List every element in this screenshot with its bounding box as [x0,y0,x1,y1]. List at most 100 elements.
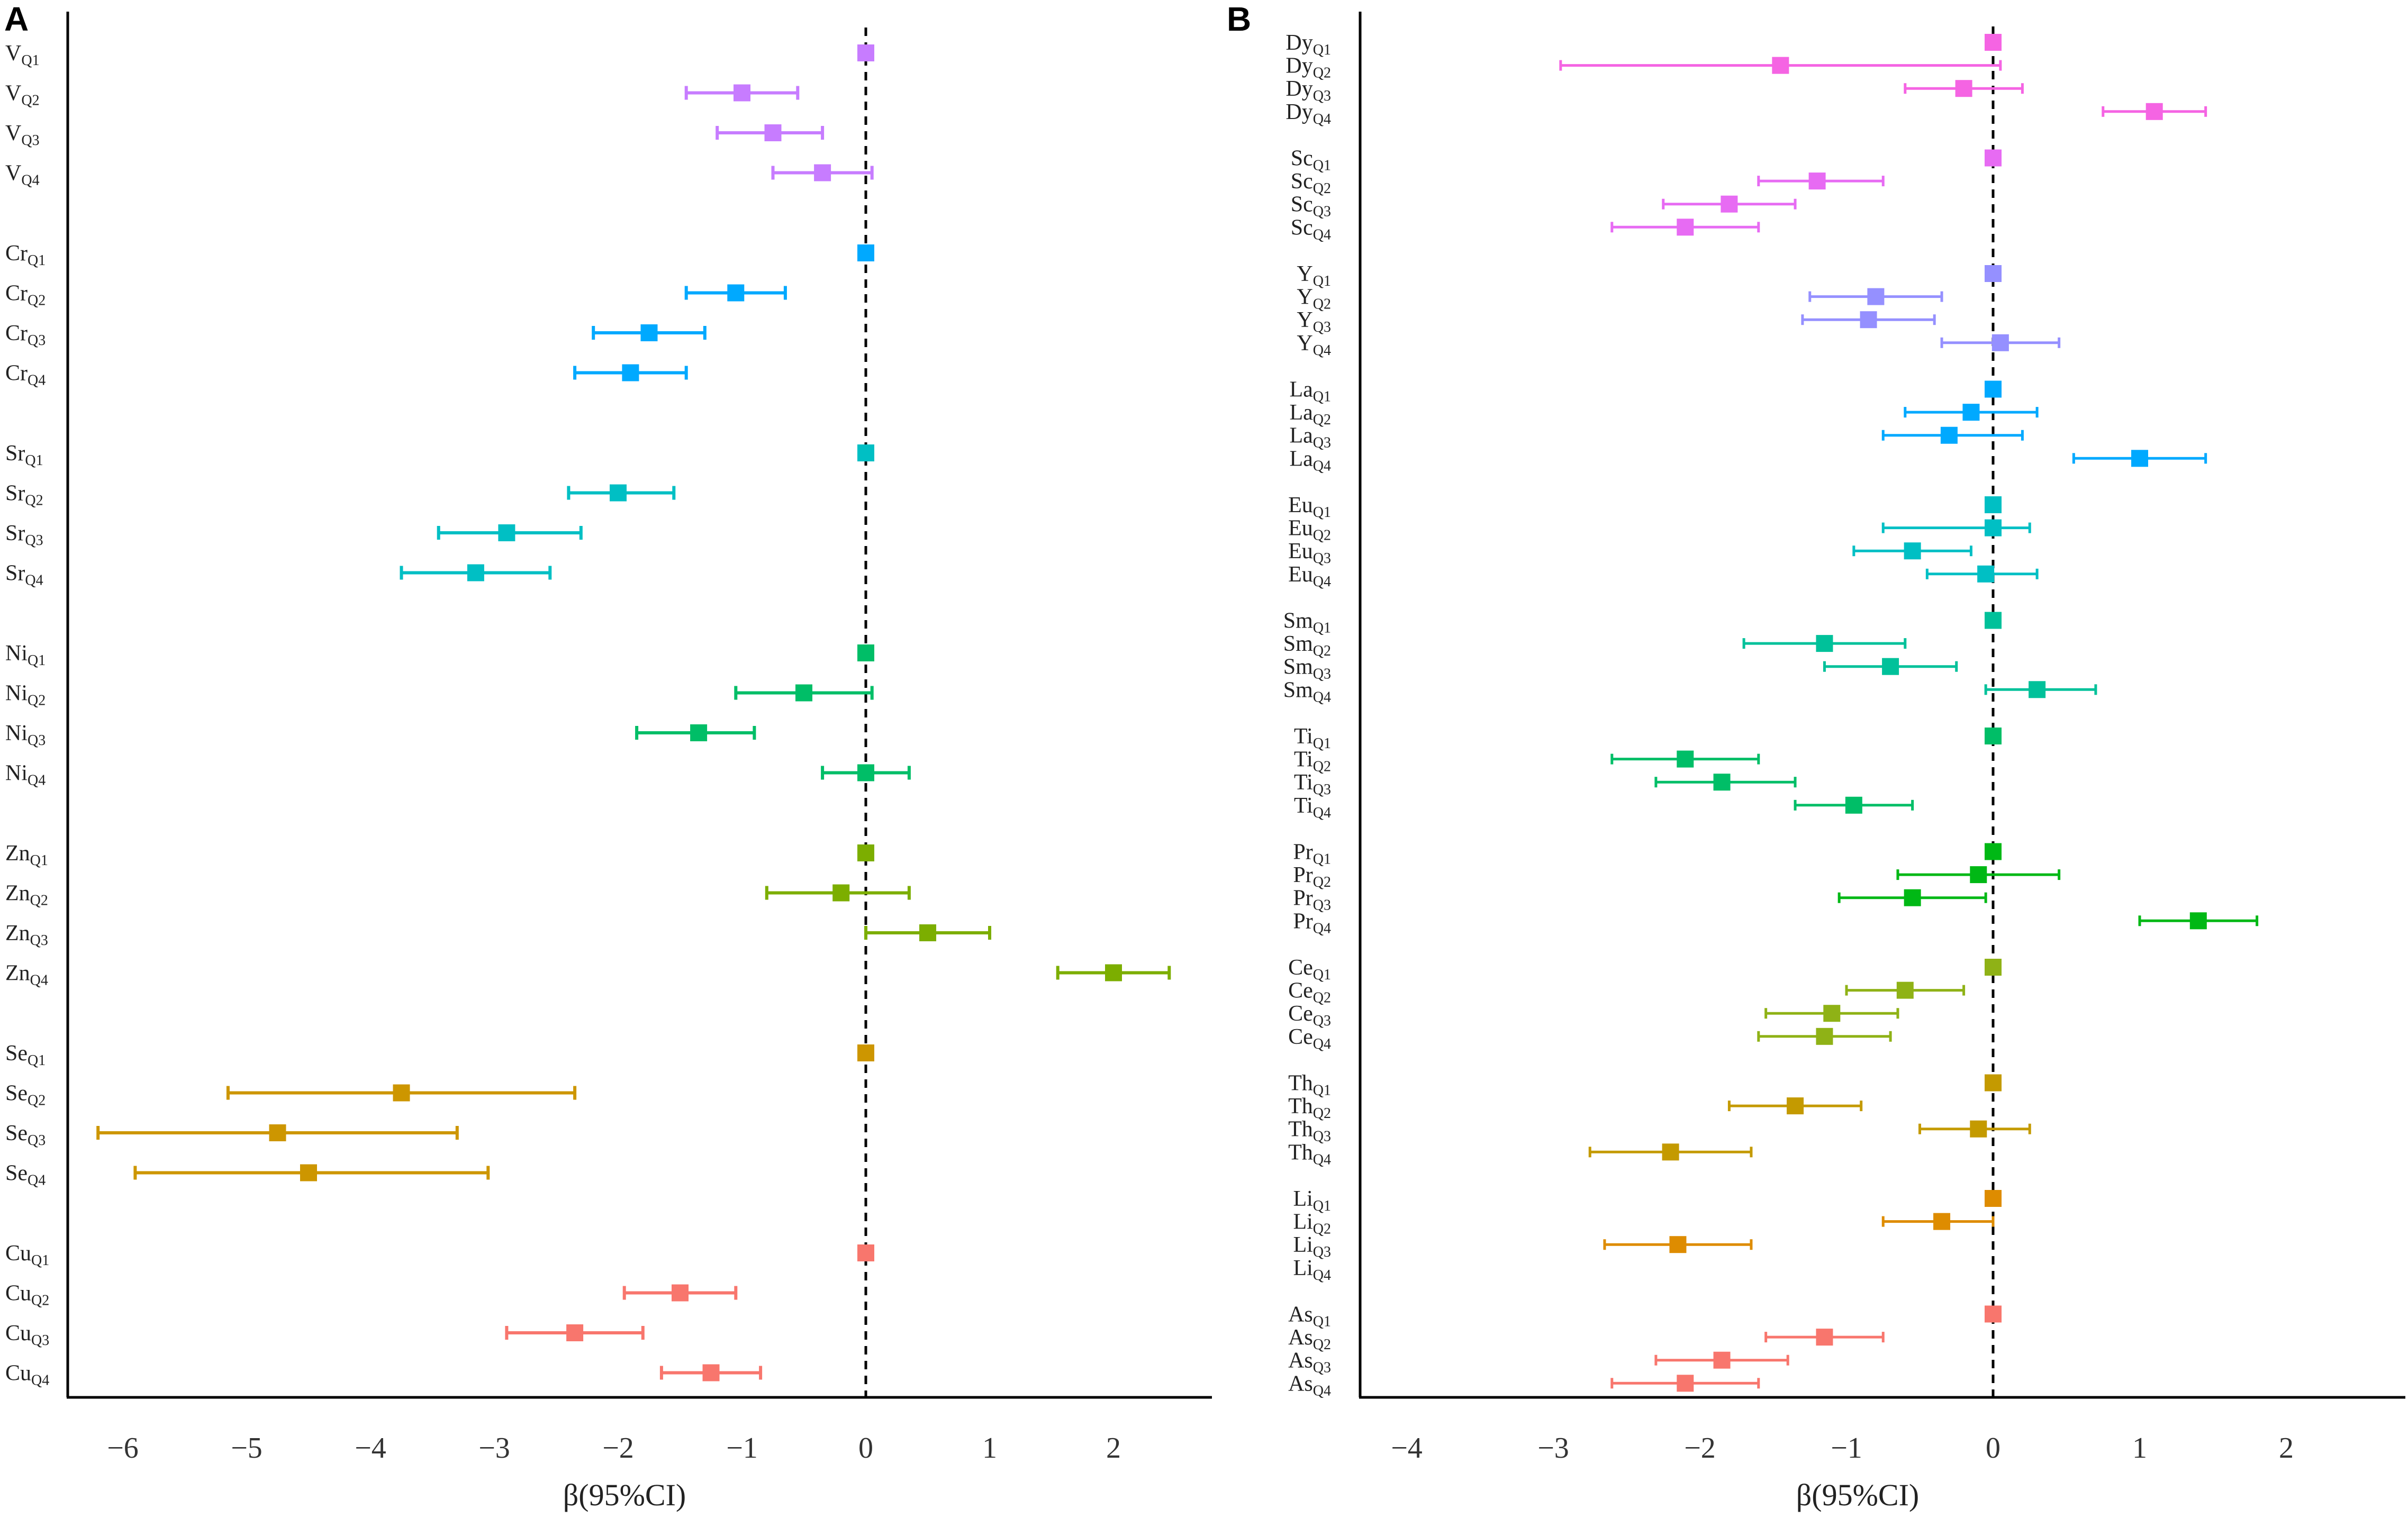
point-estimate [1985,265,2002,282]
row-label-element: Dy [1286,54,1312,78]
row-label: ScQ4 [1291,215,1331,243]
row-label-element: La [1289,401,1313,425]
forest-row: EuQ4 [1288,562,2039,590]
forest-row: YQ2 [1297,285,1943,313]
forest-row: LiQ2 [1293,1210,1995,1238]
row-label-element: Pr [1293,863,1312,887]
row-label-element: Ti [1294,748,1313,772]
row-label-quartile: Q2 [28,1093,46,1109]
row-label-quartile: Q1 [1313,42,1331,58]
row-label-element: Sr [5,481,25,506]
row-label-element: V [5,41,21,66]
row-label: NiQ3 [5,721,46,749]
forest-row: CuQ3 [5,1321,645,1349]
panel-a-letter: A [4,0,29,38]
row-label-element: La [1289,378,1313,402]
row-label-element: Zn [5,841,30,866]
row-label: AsQ4 [1288,1371,1331,1399]
row-label: DyQ1 [1286,31,1331,58]
row-label-quartile: Q2 [28,693,46,709]
row-label-quartile: Q4 [28,1172,46,1189]
row-label: ThQ2 [1288,1094,1331,1122]
row-label-quartile: Q2 [21,93,39,109]
forest-row: SmQ1 [1283,609,2002,637]
forest-row: LiQ3 [1293,1233,1753,1260]
forest-row: PrQ1 [1293,840,2002,868]
row-label: CeQ2 [1288,979,1331,1006]
row-label: SrQ2 [5,481,43,509]
point-estimate [1677,219,1694,236]
point-estimate [1985,380,2002,398]
point-estimate [566,1324,584,1341]
forest-row: TiQ2 [1294,748,1760,775]
row-label-element: Ti [1294,770,1313,795]
forest-row: ScQ3 [1291,193,1797,220]
forest-row: ZnQ3 [5,921,991,949]
forest-row: ThQ1 [1288,1071,2002,1099]
point-estimate [1816,635,1833,652]
forest-row: LaQ1 [1289,378,2002,405]
panel-a-x-axis-title: β(95%CI) [563,1478,686,1512]
point-estimate [640,324,658,341]
forest-row: YQ1 [1297,262,2002,289]
row-label: SeQ1 [5,1041,46,1069]
point-estimate [1677,750,1694,768]
row-label-element: Se [5,1161,28,1186]
point-estimate [1985,612,2002,629]
point-estimate [1933,1213,1951,1230]
row-label: VQ2 [5,81,40,109]
row-label: LaQ2 [1289,401,1331,428]
panel-a-rows: VQ1VQ2VQ3VQ4CrQ1CrQ2CrQ3CrQ4SrQ1SrQ2SrQ3… [5,41,1171,1389]
forest-row: NiQ1 [5,641,874,669]
point-estimate [857,244,874,261]
point-estimate [1677,1375,1694,1392]
row-label-quartile: Q2 [1313,180,1331,197]
forest-row: LiQ4 [1293,1256,1331,1284]
row-label-element: La [1289,447,1313,471]
forest-row: NiQ3 [5,721,756,749]
row-label-quartile: Q1 [1313,1314,1331,1330]
row-label-element: Ce [1288,1002,1313,1026]
row-label: ZnQ1 [5,841,48,869]
row-label: TiQ3 [1294,770,1331,798]
row-label: LiQ2 [1293,1210,1331,1238]
forest-row: SeQ3 [5,1121,459,1149]
forest-row: PrQ2 [1293,863,2061,890]
row-label-element: V [5,161,21,186]
row-label-element: Sc [1291,169,1313,194]
row-label: CuQ1 [5,1241,49,1269]
row-label: SmQ2 [1283,632,1331,659]
point-estimate [814,164,831,181]
row-label: AsQ1 [1288,1303,1331,1330]
row-label: LiQ3 [1293,1233,1331,1260]
row-label-quartile: Q4 [21,172,39,189]
row-label-element: Li [1293,1187,1312,1211]
row-label-element: Li [1293,1210,1312,1234]
row-label-quartile: Q3 [21,132,39,149]
row-label: EuQ4 [1288,562,1331,590]
forest-row: CuQ4 [5,1361,763,1389]
row-label-element: Dy [1286,77,1312,101]
point-estimate [1955,80,1972,97]
row-label: ThQ1 [1288,1071,1331,1099]
row-label-element: V [5,81,21,106]
row-label: TiQ2 [1294,748,1331,775]
forest-row: DyQ1 [1286,31,2002,58]
forest-row: SrQ1 [5,441,874,469]
forest-row: NiQ2 [5,681,874,709]
point-estimate [610,484,627,502]
point-estimate [1808,172,1826,190]
row-label-element: Ce [1288,979,1313,1003]
forest-row: LiQ1 [1293,1187,2002,1214]
x-tick-label: −1 [1831,1432,1862,1465]
point-estimate [1962,404,1980,421]
row-label-element: Y [1297,262,1312,286]
row-label: SrQ3 [5,521,43,549]
point-estimate [795,684,812,702]
row-label-element: Cu [5,1321,31,1346]
row-label: ScQ3 [1291,193,1331,220]
row-label-element: Eu [1288,562,1313,587]
point-estimate [1713,1351,1731,1369]
row-label-quartile: Q1 [1313,273,1331,289]
